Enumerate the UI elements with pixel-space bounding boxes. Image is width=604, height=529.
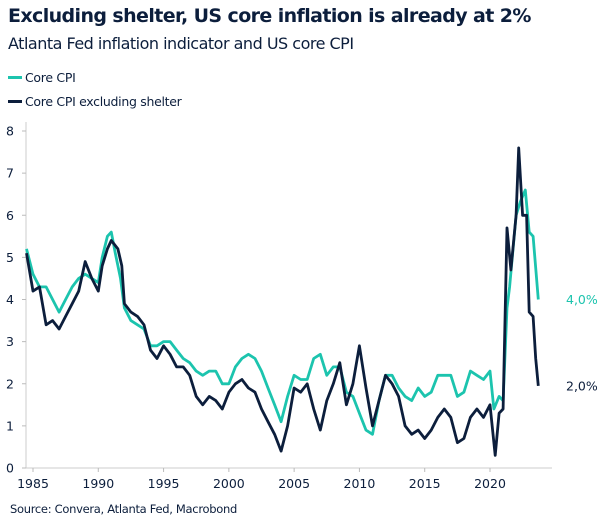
y-tick-label: 1: [6, 418, 14, 433]
y-tick-label: 3: [6, 334, 14, 349]
legend-item-core-cpi-ex-shelter: Core CPI excluding shelter: [8, 94, 182, 109]
end-value-label: 2,0%: [566, 378, 598, 393]
x-tick-label: 2000: [213, 476, 245, 491]
legend-item-core-cpi: Core CPI: [8, 70, 76, 85]
y-tick-label: 6: [6, 208, 14, 223]
legend-label: Core CPI: [25, 70, 76, 85]
x-tick-label: 2010: [344, 476, 376, 491]
series-line-core-cpi: [25, 188, 540, 436]
y-tick-label: 2: [6, 376, 14, 391]
legend-label: Core CPI excluding shelter: [25, 94, 182, 109]
x-tick-label: 1995: [148, 476, 180, 491]
chart-subtitle: Atlanta Fed inflation indicator and US c…: [8, 34, 354, 53]
x-tick-label: 2005: [278, 476, 310, 491]
series-line-core-cpi-ex-shelter: [25, 146, 540, 457]
end-value-label: 4,0%: [566, 292, 598, 307]
y-tick-label: 4: [6, 292, 14, 307]
y-tick-label: 8: [6, 124, 14, 139]
y-tick-label: 0: [6, 461, 14, 476]
chart-title: Excluding shelter, US core inflation is …: [8, 5, 531, 27]
source-note: Source: Convera, Atlanta Fed, Macrobond: [10, 502, 237, 516]
x-tick-label: 1990: [82, 476, 114, 491]
legend-swatch: [8, 100, 22, 103]
x-tick-label: 2015: [409, 476, 441, 491]
y-tick-label: 5: [6, 250, 14, 265]
x-tick-label: 2020: [474, 476, 506, 491]
legend-swatch: [8, 76, 22, 79]
x-tick-label: 1985: [17, 476, 49, 491]
y-tick-label: 7: [6, 166, 14, 181]
